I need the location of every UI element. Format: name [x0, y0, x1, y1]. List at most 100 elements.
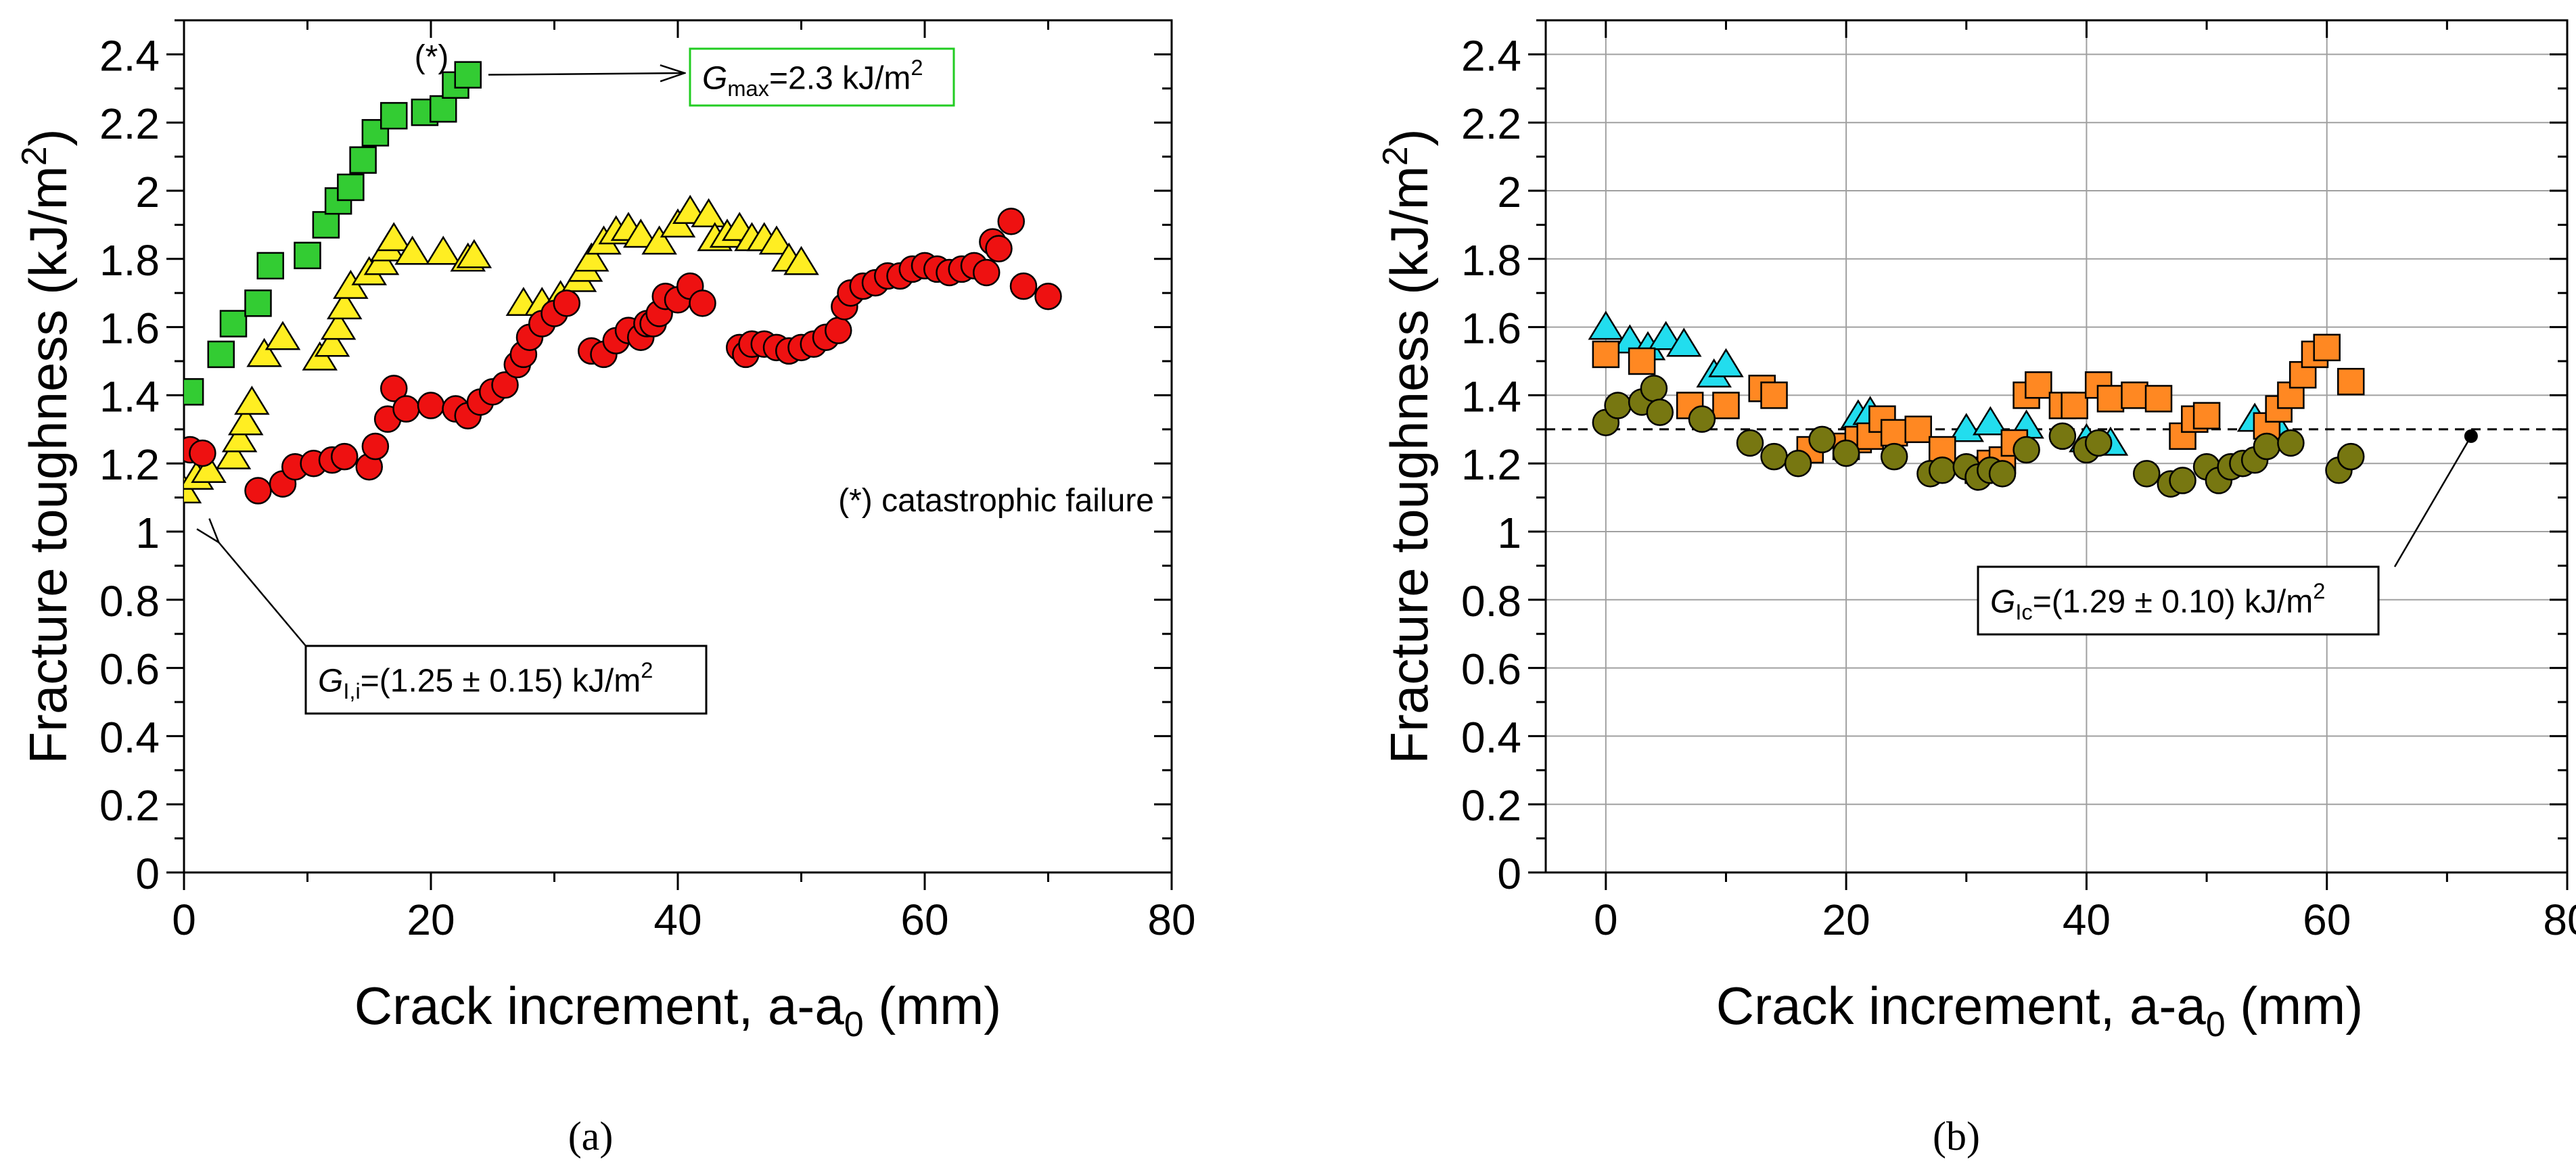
- panel-b-point-olive: [2277, 429, 2305, 457]
- panel-a-point-green: [430, 95, 457, 123]
- panel-a-point-red: [553, 289, 580, 317]
- panel-b-point-orange: [2025, 371, 2052, 399]
- panel-a-point-red: [985, 235, 1013, 262]
- panel-b-y-tick-label: 1.6: [1461, 304, 1521, 353]
- panel-a-x-tick-label: 40: [653, 895, 702, 944]
- panel-b-point-orange: [2313, 333, 2341, 362]
- panel-a-y-tick-label: 2.4: [99, 31, 160, 80]
- panel-a-point-yellow: [394, 235, 430, 265]
- panel-a-point-yellow: [758, 225, 795, 255]
- panel-b-annotations: GIc=(1.29 ± 0.10) kJ/m2: [1977, 429, 2478, 636]
- panel-a-point-red: [997, 208, 1025, 235]
- panel-a-x-tick-label: 20: [407, 895, 455, 944]
- panel-b-point-orange: [2337, 367, 2365, 396]
- panel-a-point-yellow: [375, 222, 412, 252]
- panel-a-point-red: [1034, 282, 1062, 310]
- panel-b-point-olive: [1928, 457, 1956, 484]
- panel-b-y-tick-label: 2.4: [1461, 31, 1521, 80]
- panel-b-point-olive: [1988, 460, 2017, 488]
- panel-a-point-yellow: [320, 310, 356, 340]
- panel-b-y-tick-label: 0.8: [1461, 577, 1521, 626]
- panel-a-y-tick-label: 1: [135, 509, 160, 557]
- panel-a-y-axis-label: Fracture toughness (kJ/m2): [15, 129, 78, 764]
- panel-a-y-tick-label: 0.4: [99, 713, 160, 762]
- panel-a-annotation-sup: 2: [641, 657, 653, 682]
- panel-b-annotation-sup: 2: [2313, 578, 2325, 603]
- panel-a-y-tick-label: 1.2: [99, 440, 160, 489]
- panel-a-annotation-sub: max: [727, 76, 769, 101]
- panel-a-annotation-g: G: [702, 60, 727, 96]
- panel-b-y-tick-label: 1: [1497, 509, 1521, 557]
- panel-b-annotation-box-gic: [1977, 565, 2380, 636]
- panel-a-y-tick-label: 2: [135, 168, 160, 216]
- panel-b-point-olive: [1646, 398, 1674, 426]
- panel-b-point-olive: [1640, 375, 1668, 402]
- panel-a-axes: 0 0.2 0.4 0.6 0.8 1 1.2 1.4 1.6 1.8 2 2.2 2.4 0 20 40 60…: [99, 19, 1196, 944]
- panel-a-x-axis-label: Crack increment, a-a0 (mm): [354, 976, 1001, 1044]
- panel-b-point-olive: [2253, 432, 2281, 461]
- panel-b-annotation-g: G: [1990, 584, 2015, 620]
- panel-b-point-cyan: [1973, 406, 2008, 436]
- panel-a-point-yellow: [456, 239, 492, 269]
- panel-b-point-orange: [2096, 385, 2125, 413]
- panel-b-annotation-val: =(1.29 ± 0.10) kJ/m: [2033, 584, 2314, 620]
- panel-a-y-tick-label: 0: [135, 849, 160, 898]
- panel-b-y-tick-label: 0.6: [1461, 645, 1521, 694]
- panel-b-point-orange: [2121, 381, 2148, 409]
- panel-a-annotation-val: =(1.25 ± 0.15) kJ/m: [361, 663, 641, 699]
- panel-b-point-orange: [2192, 402, 2221, 429]
- panel-a-annotation-val: =2.3 kJ/m: [769, 60, 911, 96]
- panel-a-point-yellow: [573, 242, 610, 272]
- panel-b-point-orange: [2144, 385, 2173, 413]
- panel-b-point-olive: [2169, 467, 2196, 494]
- panel-a-point-yellow: [314, 327, 350, 357]
- panel-a-point-red: [689, 289, 716, 317]
- panel-b-point-olive: [2048, 422, 2077, 450]
- panel-b-point-olive: [1784, 449, 1812, 477]
- panel-b-y-tick-label: 0.4: [1461, 713, 1521, 762]
- panel-b-point-olive: [1688, 405, 1716, 433]
- panel-b-point-olive: [2084, 429, 2113, 457]
- panel-b-x-tick-label: 60: [2303, 895, 2351, 944]
- panel-b-label: (b): [1933, 1114, 1980, 1159]
- panel-a-point-yellow: [691, 198, 727, 228]
- panel-b-x-tick-label: 40: [2063, 895, 2111, 944]
- panel-b-point-cyan: [1588, 310, 1624, 340]
- panel-a-point-red: [331, 442, 359, 471]
- panel-b-point-cyan: [1708, 348, 1744, 377]
- panel-b-point-olive: [1760, 442, 1788, 471]
- panel-a-series-yellow: [184, 194, 819, 504]
- panel-b-point-olive: [1736, 429, 1764, 457]
- panel-b-axes: 0 0.2 0.4 0.6 0.8 1 1.2 1.4 1.6 1.8 2 2.2 2.4 0 20 40 60…: [1461, 19, 2576, 944]
- panel-a-point-yellow: [425, 235, 461, 265]
- panel-a-point-red: [825, 317, 852, 344]
- panel-a-annotation-g: G: [318, 663, 343, 699]
- panel-b-point-cyan: [1666, 327, 1702, 357]
- panel-b: 0 0.2 0.4 0.6 0.8 1 1.2 1.4 1.6 1.8 2 2.2 2.4 0 20 40 60…: [1376, 19, 2576, 1159]
- panel-a-point-green: [207, 340, 235, 369]
- panel-a-annotation-star: (*): [415, 39, 449, 75]
- panel-a-y-tick-label: 0.2: [99, 781, 160, 830]
- panel-a-annotation-box-gii: [304, 645, 708, 715]
- panel-a-point-green: [454, 61, 482, 89]
- panel-b-x-axis-label: Crack increment, a-a0 (mm): [1716, 976, 2363, 1044]
- panel-a-series-green: [184, 61, 482, 406]
- panel-b-y-tick-label: 0.2: [1461, 781, 1521, 830]
- panel-a-annotation-arrow-gii: [218, 542, 306, 647]
- panel-a-point-green: [349, 146, 377, 174]
- panel-b-annotation-sub: Ic: [2015, 599, 2032, 624]
- panel-a-y-tick-label: 1.8: [99, 236, 160, 285]
- panel-a-point-yellow: [246, 337, 282, 367]
- panel-b-x-tick-label: 20: [1822, 895, 1870, 944]
- panel-a-annotation-text-gii: GI,i=(1.25 ± 0.15) kJ/m2: [318, 657, 653, 703]
- panel-a-point-yellow: [234, 386, 270, 415]
- panel-a-point-red: [392, 395, 420, 423]
- panel-a-point-green: [256, 252, 284, 280]
- panel-b-series-olive: [1592, 375, 2365, 498]
- panel-a-y-tick-label: 0.6: [99, 645, 160, 694]
- panel-b-point-olive: [1808, 425, 1836, 454]
- panel-a-point-green: [184, 378, 204, 406]
- panel-a-point-green: [294, 241, 321, 270]
- panel-b-x-tick-label: 80: [2543, 895, 2576, 944]
- panel-b-point-orange: [1904, 415, 1932, 444]
